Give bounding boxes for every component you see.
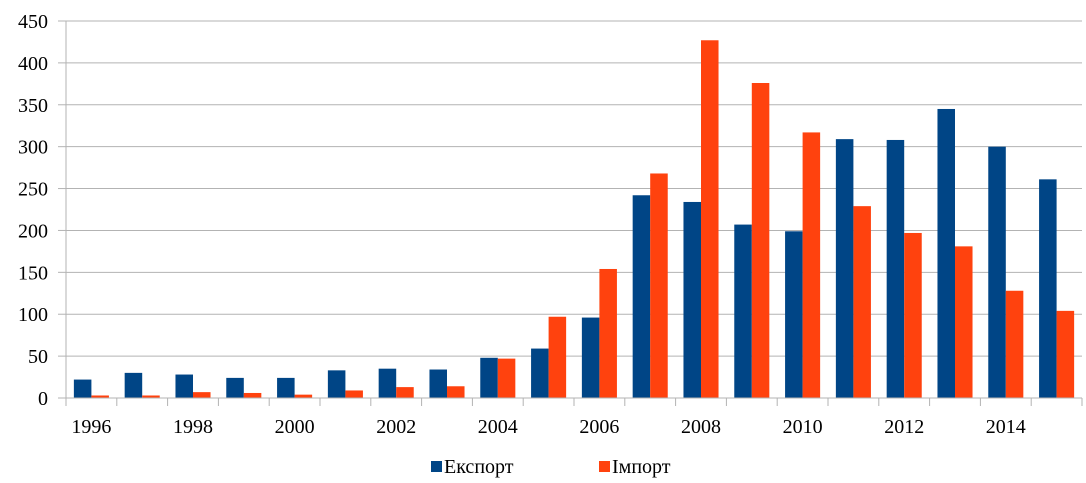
bar-Експорт-2007 [632,195,651,398]
legend-swatch-0 [431,461,442,472]
bar-Імпорт-2012 [904,232,922,398]
x-tick-label: 2014 [986,416,1026,438]
y-tick-label: 400 [18,53,48,75]
bar-Імпорт-1997 [142,395,160,398]
bar-Імпорт-2003 [447,386,465,398]
bar-Експорт-2010 [785,231,803,398]
bar-Експорт-2004 [480,357,498,398]
bar-Експорт-1997 [124,372,143,398]
bar-Експорт-2008 [683,201,701,398]
bar-Імпорт-1996 [91,395,109,398]
bar-Експорт-2009 [734,224,752,398]
x-tick-label: 1998 [173,416,213,438]
bar-Імпорт-2000 [294,394,313,398]
legend-label-1: Імпорт [612,456,671,478]
bar-Імпорт-2008 [701,40,719,399]
grid-lines [66,20,1082,357]
y-tick-label: 100 [18,304,48,326]
bar-Експорт-2011 [835,139,854,398]
bar-Експорт-2005 [531,348,549,398]
y-tick-label: 0 [38,388,48,410]
bar-Експорт-2001 [327,370,346,398]
x-tick-label: 2000 [275,416,315,438]
bar-Імпорт-1999 [243,392,262,398]
y-tick-label: 200 [18,220,48,242]
bar-Експорт-2003 [429,369,447,398]
y-axis-tick-labels: 0 50 100 150 200 250 300 350 400 450 [18,11,48,410]
bar-Імпорт-2014 [1005,290,1024,398]
x-tick-label: 2008 [681,416,721,438]
bar-Експорт-2015 [1039,179,1057,398]
legend-label-0: Експорт [444,456,514,478]
x-tick-label: 2004 [478,416,518,438]
bar-Імпорт-2013 [955,246,973,398]
bar-Експорт-2013 [937,108,955,398]
bar-Експорт-1999 [226,377,244,398]
bar-Імпорт-2005 [548,316,567,398]
legend: Експорт Імпорт [431,456,671,478]
bar-Імпорт-2002 [396,387,414,398]
bar-Експорт-1996 [73,379,92,398]
bar-Імпорт-2001 [345,390,363,398]
bar-Імпорт-2010 [802,132,821,399]
axes [58,20,1083,406]
bar-Експорт-2002 [378,368,397,398]
y-tick-label: 300 [18,137,48,159]
legend-swatch-1 [599,461,610,472]
x-axis-tick-labels: 1996 1998 2000 2002 2004 2006 2008 2010 2012 2014 [71,416,1025,438]
bar-Імпорт-2009 [751,83,770,398]
bar-Експорт-2006 [581,317,600,398]
bar-Експорт-2012 [886,139,905,398]
bar-Експорт-2000 [277,377,295,398]
y-tick-label: 150 [18,262,48,284]
bar-Імпорт-2011 [853,206,871,398]
bar-Експорт-2014 [988,146,1006,398]
y-tick-label: 450 [18,11,48,33]
y-tick-label: 50 [28,346,48,368]
bar-Імпорт-2006 [599,268,617,398]
y-tick-label: 350 [18,95,48,117]
bar-Імпорт-2015 [1056,310,1075,398]
x-tick-label: 2012 [884,416,924,438]
bar-Експорт-1998 [175,374,193,398]
y-tick-label: 250 [18,179,48,201]
x-tick-label: 2006 [579,416,619,438]
x-tick-label: 1996 [71,416,111,438]
bars [73,40,1075,399]
x-tick-label: 2002 [376,416,416,438]
bar-Імпорт-2004 [497,358,516,398]
bar-Імпорт-1998 [193,392,211,398]
bar-Імпорт-2007 [650,173,668,398]
x-tick-label: 2010 [783,416,823,438]
